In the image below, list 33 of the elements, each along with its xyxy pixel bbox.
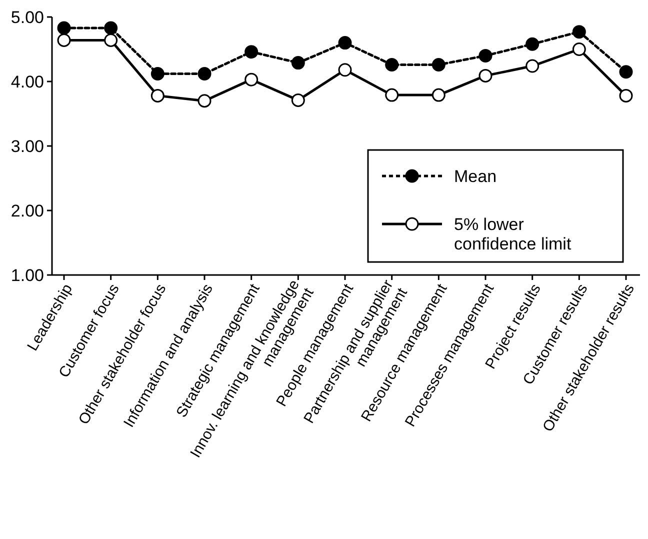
y-tick-label: 4.00 [10, 72, 44, 92]
point [150, 88, 164, 102]
point [338, 63, 352, 77]
point [478, 68, 492, 82]
point [572, 25, 586, 39]
point [526, 59, 540, 73]
legend-label: Mean [454, 166, 497, 186]
y-tick-label: 3.00 [10, 136, 44, 156]
point [572, 42, 586, 56]
point [198, 94, 212, 108]
point [244, 72, 258, 86]
point [150, 67, 164, 81]
point [478, 48, 492, 62]
y-tick-label: 5.00 [10, 8, 44, 27]
point [338, 36, 352, 50]
point [385, 88, 399, 102]
point [104, 21, 118, 35]
point [244, 45, 258, 59]
y-tick-label: 2.00 [10, 201, 44, 220]
point [526, 37, 540, 51]
point [432, 88, 446, 102]
point [619, 88, 633, 102]
y-tick-label: 1.00 [10, 266, 44, 285]
point [432, 58, 446, 72]
point [619, 65, 633, 79]
point [198, 67, 212, 81]
point [57, 21, 71, 35]
point [385, 58, 399, 72]
point [57, 33, 71, 47]
point [291, 56, 305, 70]
point [104, 33, 118, 47]
legend-label: 5% lower confidence limit [454, 214, 572, 254]
point [291, 93, 305, 107]
